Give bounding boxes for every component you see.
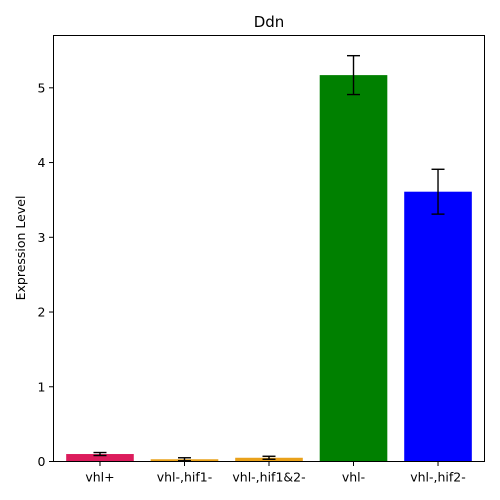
- x-tick-label-0: vhl+: [85, 470, 114, 485]
- y-tick-label-1: 1: [38, 379, 46, 394]
- x-tick-label-4: vhl-,hif2-: [410, 470, 466, 485]
- chart-title: Ddn: [254, 13, 285, 31]
- y-tick-label-4: 4: [38, 155, 46, 170]
- y-tick-label-2: 2: [38, 305, 46, 320]
- bars-group: [66, 75, 472, 462]
- bar-0: [66, 454, 134, 462]
- y-tick-label-0: 0: [38, 454, 46, 469]
- error-bars-group: [93, 54, 445, 462]
- y-axis-label: Expression Level: [13, 196, 28, 301]
- x-axis: vhl+ vhl-,hif1- vhl-,hif1&2- vhl-vhl-,hif2-: [85, 461, 466, 485]
- plot-frame: [53, 35, 485, 462]
- bar-4: [404, 191, 472, 462]
- y-tick-label-5: 5: [38, 80, 46, 95]
- x-tick-label-1: vhl-,hif1-: [157, 470, 213, 485]
- x-tick-label-2: vhl-,hif1&2-: [232, 470, 305, 485]
- x-tick-label-3: vhl-: [342, 470, 365, 485]
- y-axis: 0 1 2 3 4 5: [38, 80, 54, 469]
- bar-3: [319, 75, 388, 462]
- y-tick-label-3: 3: [38, 230, 46, 245]
